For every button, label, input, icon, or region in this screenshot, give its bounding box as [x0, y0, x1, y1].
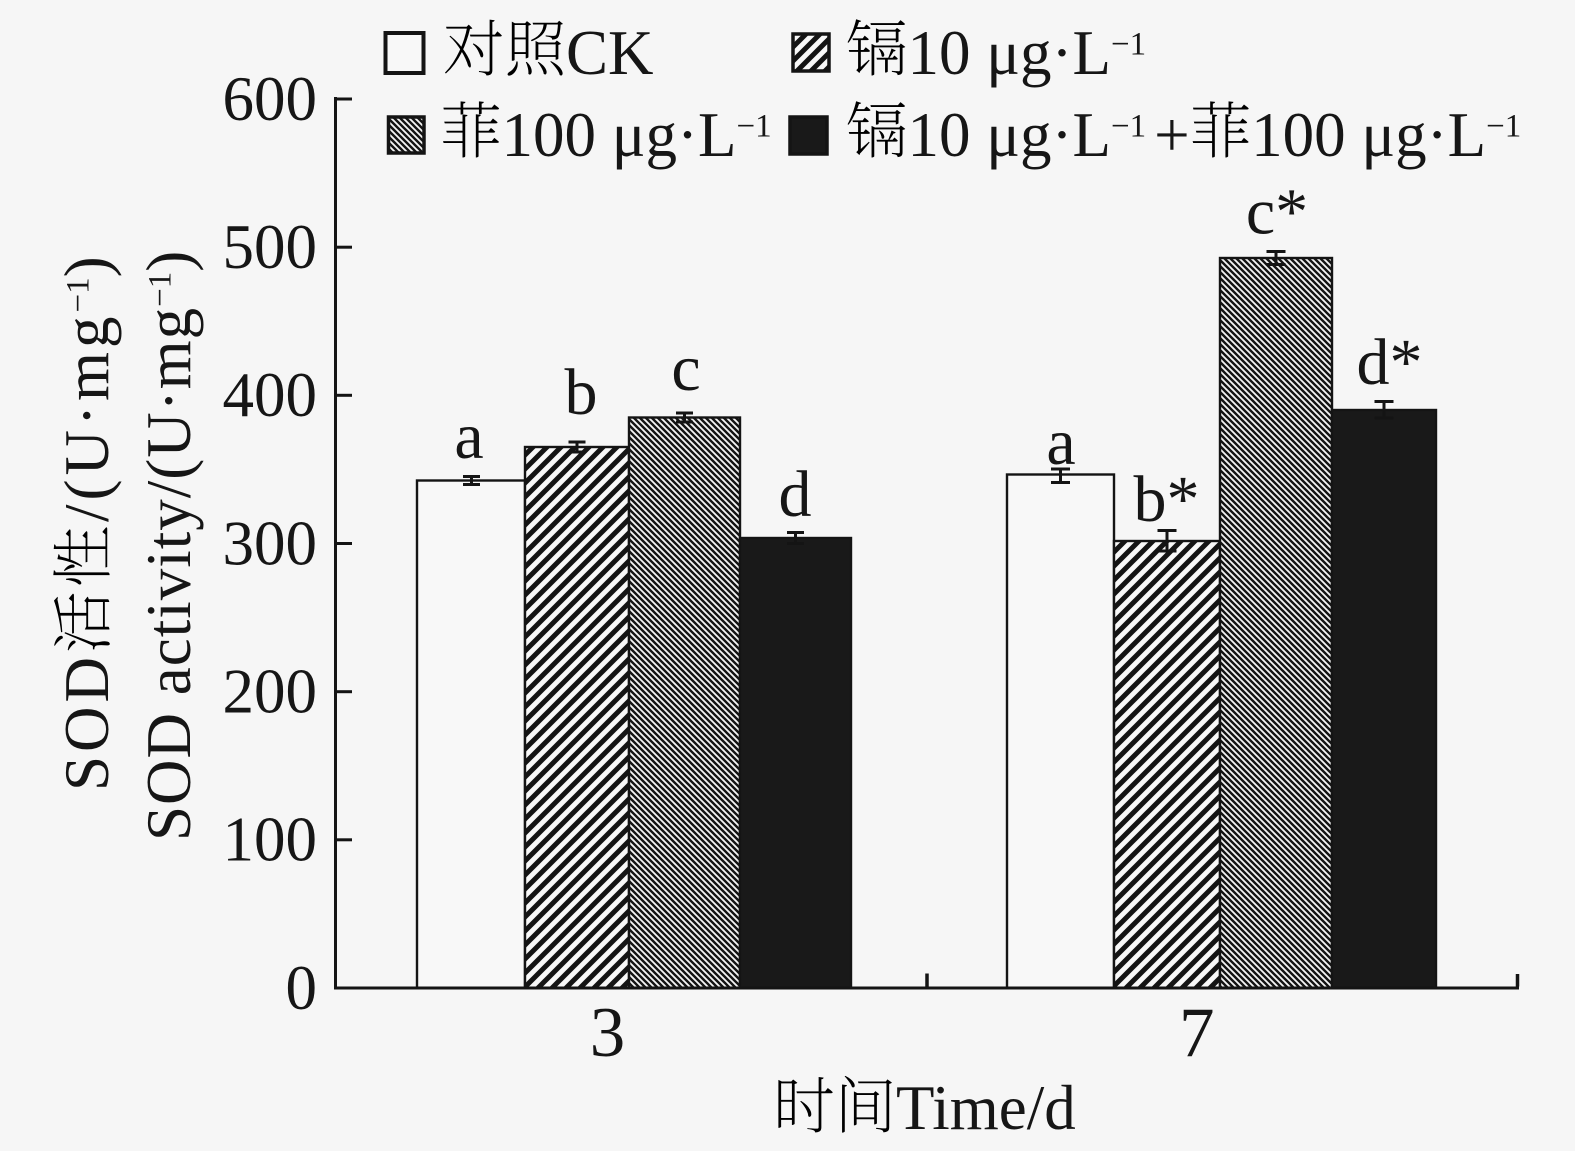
svg-text:600: 600 — [223, 64, 318, 134]
svg-text:a: a — [1046, 406, 1075, 479]
svg-text:−1: −1 — [1111, 109, 1146, 145]
svg-text:500: 500 — [223, 212, 318, 282]
svg-text:7: 7 — [1179, 994, 1215, 1072]
svg-text:−1: −1 — [737, 109, 772, 145]
svg-text:0: 0 — [286, 953, 318, 1023]
svg-text:/(U·mg: /(U·mg — [52, 313, 122, 522]
svg-text:100 μg·L: 100 μg·L — [502, 100, 737, 170]
svg-text:SOD activity/(U·mg: SOD activity/(U·mg — [134, 307, 204, 841]
svg-text:10 μg·L: 10 μg·L — [908, 100, 1112, 170]
svg-text:10 μg·L: 10 μg·L — [908, 18, 1112, 88]
svg-text:d: d — [779, 458, 812, 531]
svg-text:−1: −1 — [143, 272, 179, 307]
svg-text:): ) — [52, 252, 122, 277]
svg-text:c: c — [671, 332, 700, 405]
svg-text:200: 200 — [223, 657, 318, 727]
svg-text:d*: d* — [1357, 326, 1423, 399]
svg-text:3: 3 — [590, 994, 626, 1072]
svg-text:300: 300 — [223, 508, 318, 578]
svg-text:b: b — [565, 356, 598, 429]
svg-text:400: 400 — [223, 360, 318, 430]
svg-text:): ) — [134, 250, 204, 272]
svg-text:Time/d: Time/d — [896, 1073, 1076, 1143]
svg-text:−1: −1 — [61, 277, 97, 312]
svg-text:100 μg·L: 100 μg·L — [1251, 100, 1486, 170]
svg-text:b*: b* — [1134, 463, 1200, 536]
svg-text:+: + — [1154, 100, 1190, 170]
svg-text:a: a — [454, 400, 483, 473]
svg-text:SOD: SOD — [52, 653, 122, 791]
svg-text:CK: CK — [566, 18, 654, 88]
svg-text:−1: −1 — [1111, 27, 1146, 63]
svg-text:c*: c* — [1246, 176, 1308, 249]
svg-text:−1: −1 — [1486, 109, 1521, 145]
svg-text:100: 100 — [223, 805, 318, 875]
